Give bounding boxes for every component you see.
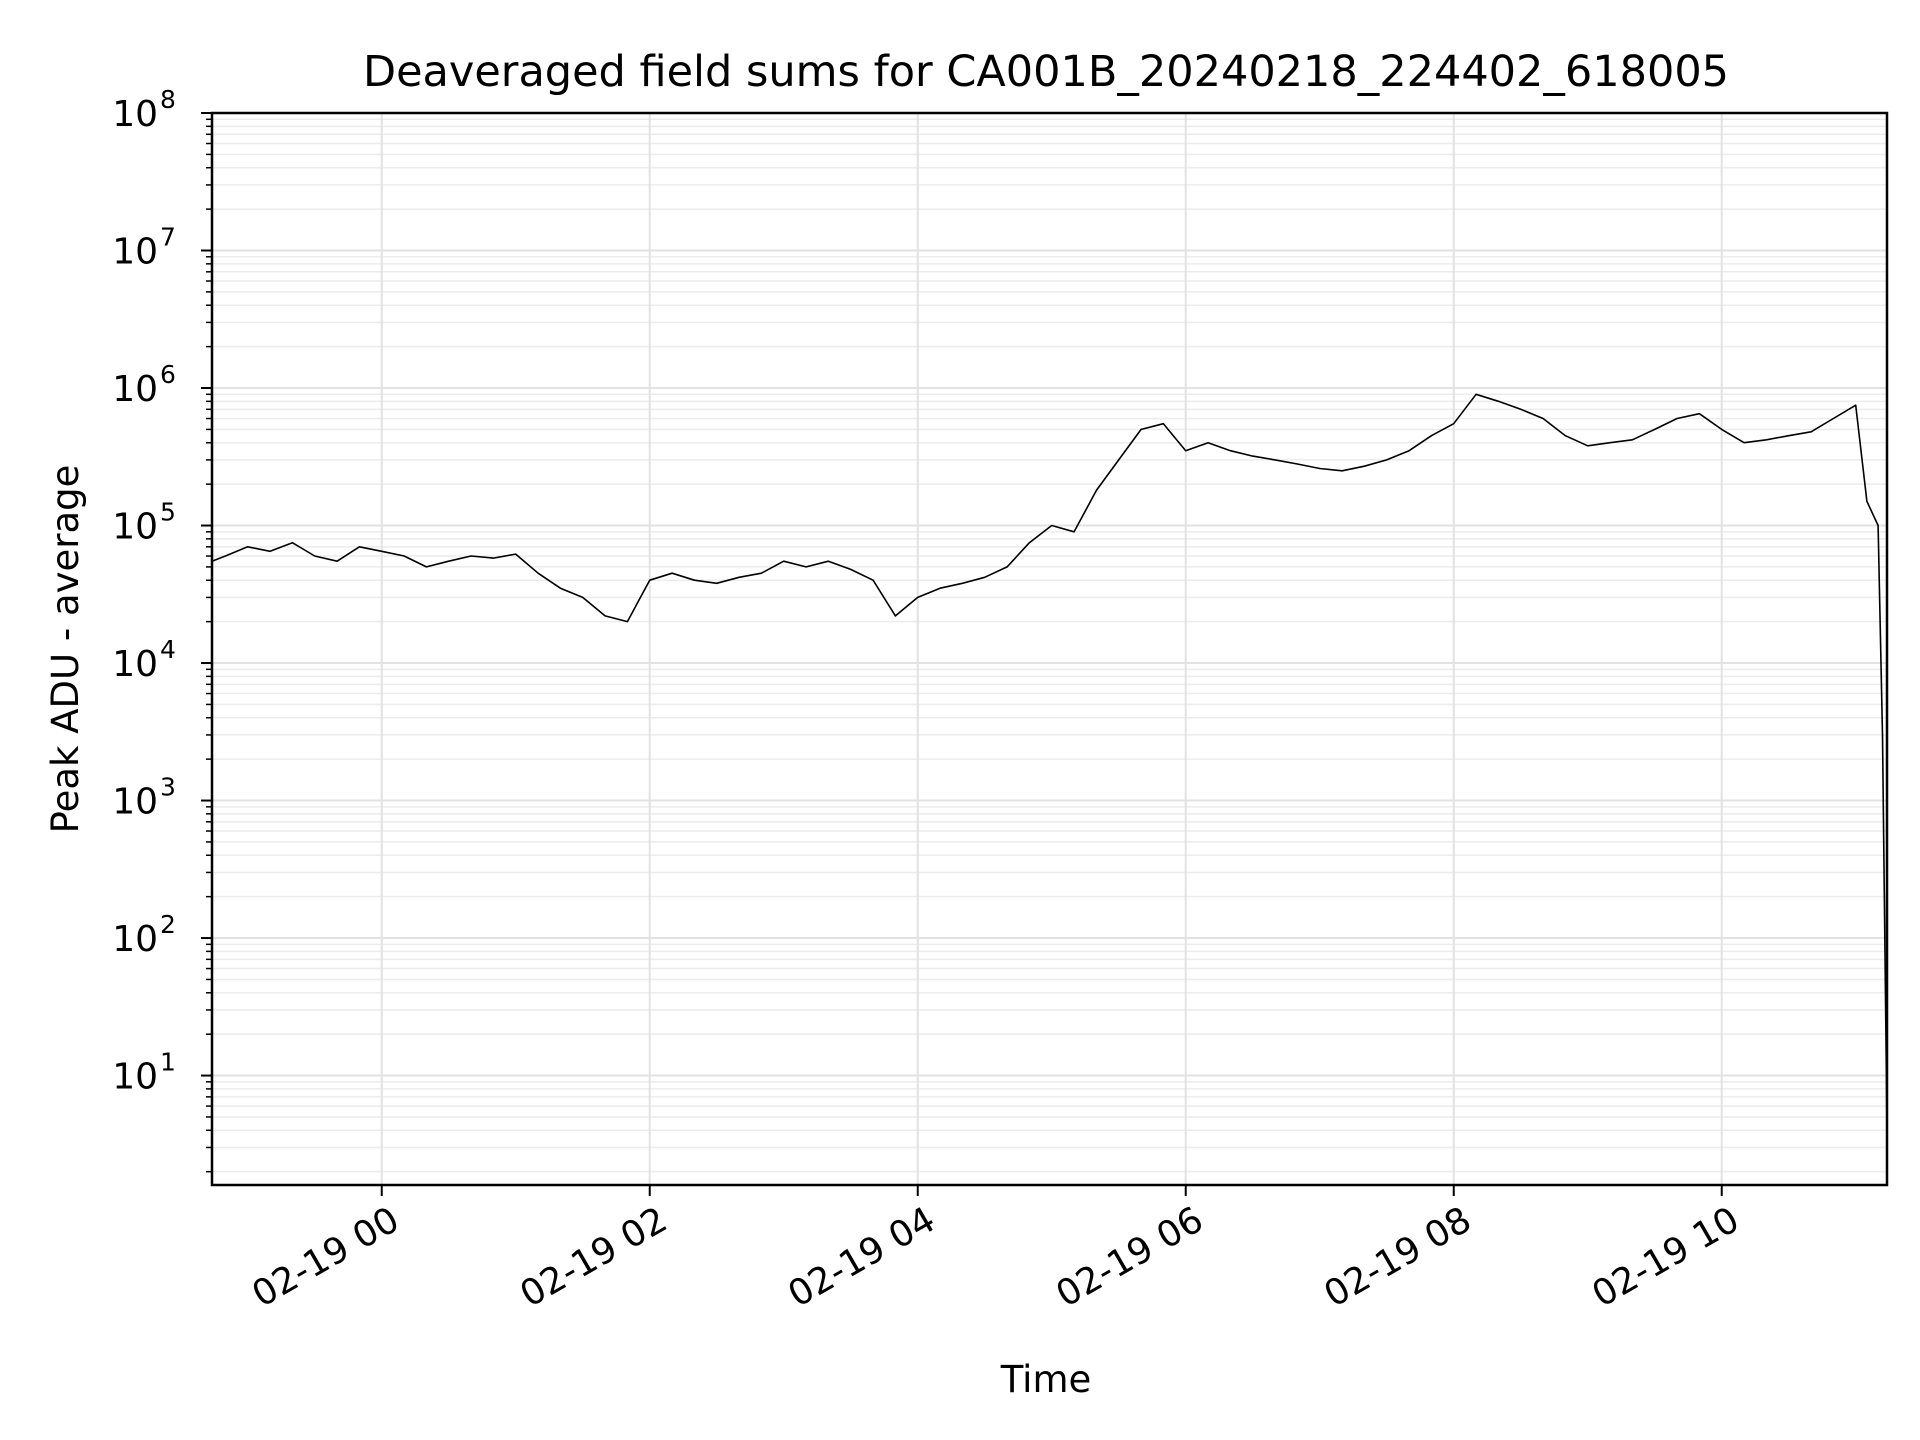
y-tick-label: 10 [112,507,158,548]
plot-frame [210,111,1889,1187]
grid [212,112,1887,1185]
series-line [211,393,1888,1131]
chart-title: Deaveraged field sums for CA001B_2024021… [363,47,1729,97]
y-tick-exponent: 3 [160,773,176,802]
y-tick-label: 10 [112,644,158,685]
y-tick-exponent: 6 [160,360,176,389]
y-tick-label: 10 [112,369,158,410]
y-tick-label: 10 [112,782,158,823]
y-tick-label: 10 [112,94,158,135]
series-group [211,393,1888,1131]
y-tick-label: 10 [112,1057,158,1098]
y-tick-label: 10 [112,919,158,960]
x-axis-label: Time [1000,1358,1092,1401]
y-tick-exponent: 5 [160,498,176,527]
y-tick-label: 10 [112,232,158,273]
y-axis-label: Peak ADU - average [44,465,87,834]
y-tick-exponent: 1 [160,1048,176,1077]
y-tick-exponent: 8 [160,85,176,114]
y-tick-exponent: 7 [160,223,176,252]
y-tick-exponent: 2 [160,910,176,939]
y-tick-exponent: 4 [160,635,176,664]
